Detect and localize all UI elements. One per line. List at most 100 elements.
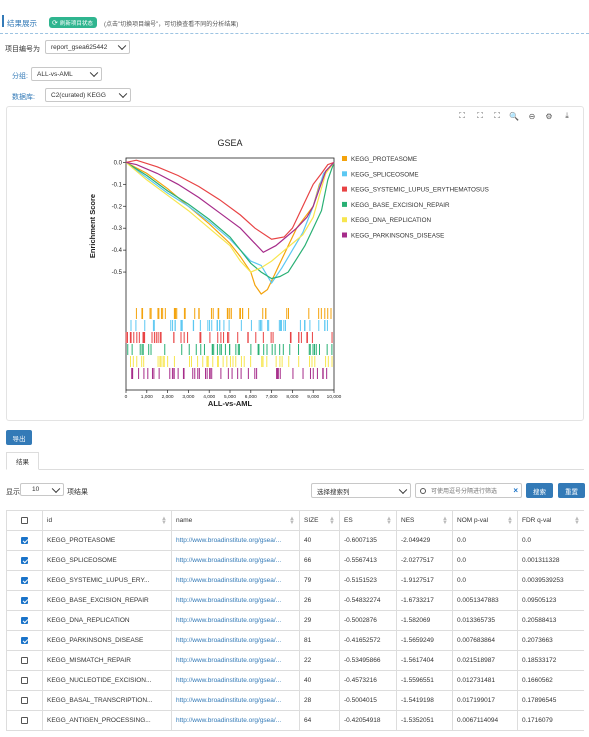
column-header-id[interactable]: id ▲ ▼ — [42, 510, 172, 531]
cell-name-link[interactable]: http://www.broadinstitute.org/gsea/... — [171, 690, 300, 711]
page-size-select[interactable]: 10 — [20, 483, 64, 496]
cell-nom-pval: 0.007683864 — [452, 630, 518, 651]
cell-name-link[interactable]: http://www.broadinstitute.org/gsea/... — [171, 590, 300, 611]
sort-icon: ▲ ▼ — [574, 516, 580, 526]
column-header-size[interactable]: SIZE ▲ ▼ — [299, 510, 340, 531]
cell-nes: -2.049429 — [396, 530, 453, 551]
checkbox-icon — [21, 676, 28, 684]
cell-name-link[interactable]: http://www.broadinstitute.org/gsea/... — [171, 710, 300, 731]
hit-marks-1 — [130, 320, 328, 331]
cell-name-link[interactable]: http://www.broadinstitute.org/gsea/... — [171, 550, 300, 571]
checkbox-checked-icon — [21, 636, 28, 644]
table-row[interactable]: KEGG_BASE_EXCISION_REPAIR http://www.broa… — [6, 590, 584, 611]
cell-id: KEGG_PROTEASOME — [42, 530, 172, 551]
cell-es: -0.5567413 — [339, 550, 397, 571]
cell-name-link[interactable]: http://www.broadinstitute.org/gsea/... — [171, 630, 300, 651]
chevron-down-icon — [51, 484, 61, 493]
legend-swatch-4 — [342, 217, 347, 223]
table-row[interactable]: KEGG_NUCLEOTIDE_EXCISION... http://www.br… — [6, 670, 584, 691]
cell-name-link[interactable]: http://www.broadinstitute.org/gsea/... — [171, 650, 300, 671]
group-label: 分组: — [12, 73, 28, 80]
table-header-row: id ▲ ▼ name ▲ ▼ SIZE ▲ ▼ ES ▲ ▼ NES ▲ ▼ NOM p-val ▲… — [6, 510, 584, 531]
database-select[interactable]: C2(curated) KEGG — [45, 88, 131, 102]
table-row[interactable]: KEGG_MISMATCH_REPAIR http://www.broadinst… — [6, 650, 584, 671]
table-row[interactable]: KEGG_DNA_REPLICATION http://www.broadinst… — [6, 610, 584, 631]
sort-icon: ▲ ▼ — [161, 516, 167, 526]
cell-nom-pval: 0.0051347883 — [452, 590, 518, 611]
x-tick-label: 3,000 — [182, 394, 194, 400]
clear-icon[interactable]: × — [513, 486, 518, 495]
table-row[interactable]: KEGG_PARKINSONS_DISEASE http://www.broadi… — [6, 630, 584, 651]
row-checkbox[interactable] — [6, 550, 43, 571]
cell-fdr-qval: 0.001311328 — [517, 550, 584, 571]
row-checkbox[interactable] — [6, 670, 43, 691]
column-header-nom-pval[interactable]: NOM p-val ▲ ▼ — [452, 510, 518, 531]
search-button[interactable]: 搜索 — [526, 483, 553, 498]
results-table: id ▲ ▼ name ▲ ▼ SIZE ▲ ▼ ES ▲ ▼ NES ▲ ▼ NOM p-val ▲… — [6, 510, 584, 731]
cell-nom-pval: 0.021518987 — [452, 650, 518, 671]
settings-icon[interactable]: ⚙ — [545, 111, 553, 121]
fit-icon[interactable]: ⛶ — [477, 111, 483, 120]
row-checkbox[interactable] — [6, 650, 43, 671]
sort-icon: ▲ ▼ — [329, 516, 335, 526]
tab-result[interactable]: 结果 — [6, 452, 39, 470]
column-header-name[interactable]: name ▲ ▼ — [171, 510, 300, 531]
cell-nes: -1.5419198 — [396, 690, 453, 711]
row-checkbox[interactable] — [6, 710, 43, 731]
cell-fdr-qval: 0.1716079 — [517, 710, 584, 731]
row-checkbox[interactable] — [6, 590, 43, 611]
x-tick-label: 0 — [125, 394, 128, 400]
column-header-nes[interactable]: NES ▲ ▼ — [396, 510, 453, 531]
refresh-status-button[interactable]: ⟳ 刷新项目状态 — [49, 17, 97, 28]
zoom-in-icon[interactable]: 🔍 — [509, 111, 519, 121]
column-header-fdr-qval[interactable]: FDR q-val ▲ ▼ — [517, 510, 584, 531]
column-header-es[interactable]: ES ▲ ▼ — [339, 510, 397, 531]
database-label: 数据库: — [12, 94, 35, 101]
row-checkbox[interactable] — [6, 690, 43, 711]
fullscreen-icon[interactable]: ⛶ — [459, 111, 465, 120]
cell-fdr-qval: 0.09505123 — [517, 590, 584, 611]
hit-marks-0 — [135, 308, 332, 319]
column-select-value: 选择搜索列 — [317, 488, 350, 496]
header-label: name — [176, 517, 193, 524]
search-icon — [420, 487, 426, 494]
cell-nes: -1.5659249 — [396, 630, 453, 651]
table-row[interactable]: KEGG_SPLICEOSOME http://www.broadinstitut… — [6, 550, 584, 571]
group-select[interactable]: ALL-vs-AML — [31, 67, 102, 81]
download-icon[interactable]: ⤓ — [565, 111, 569, 120]
reset-button[interactable]: 重置 — [558, 483, 585, 498]
table-row[interactable]: KEGG_SYSTEMIC_LUPUS_ERY... http://www.bro… — [6, 570, 584, 591]
sort-icon: ▲ ▼ — [289, 516, 295, 526]
cell-name-link[interactable]: http://www.broadinstitute.org/gsea/... — [171, 670, 300, 691]
cell-id: KEGG_SPLICEOSOME — [42, 550, 172, 571]
sort-icon: ▲ ▼ — [386, 516, 392, 526]
project-select[interactable]: report_gsea625442 — [45, 40, 130, 54]
header-hint: (点击"切换项目编号"，可切换查看不同的分析结果) — [104, 22, 239, 28]
chart-panel — [6, 106, 584, 421]
cell-name-link[interactable]: http://www.broadinstitute.org/gsea/... — [171, 570, 300, 591]
zoom-out-icon[interactable]: ⊖ — [528, 111, 536, 121]
legend-swatch-5 — [342, 232, 347, 238]
cell-nes: -1.5352051 — [396, 710, 453, 731]
header-accent — [2, 15, 4, 27]
row-checkbox[interactable] — [6, 570, 43, 591]
column-select[interactable]: 选择搜索列 — [311, 483, 411, 498]
cell-name-link[interactable]: http://www.broadinstitute.org/gsea/... — [171, 530, 300, 551]
header-divider — [0, 33, 589, 34]
reset-icon[interactable]: ⛶ — [494, 111, 500, 120]
cell-name-link[interactable]: http://www.broadinstitute.org/gsea/... — [171, 610, 300, 631]
row-checkbox[interactable] — [6, 610, 43, 631]
x-tick-label: 10,000 — [327, 394, 342, 400]
row-checkbox[interactable] — [6, 530, 43, 551]
search-input[interactable]: 可使用逗号分隔进行筛选 × — [415, 483, 522, 498]
table-row[interactable]: KEGG_PROTEASOME http://www.broadinstitute… — [6, 530, 584, 551]
group-value: ALL-vs-AML — [37, 70, 73, 78]
cell-size: 29 — [299, 610, 340, 631]
export-button[interactable]: 导出 — [6, 430, 32, 445]
refresh-icon: ⟳ — [52, 19, 58, 27]
table-row[interactable]: KEGG_BASAL_TRANSCRIPTION... http://www.br… — [6, 690, 584, 711]
select-all-checkbox[interactable] — [6, 510, 43, 531]
table-row[interactable]: KEGG_ANTIGEN_PROCESSING... http://www.bro… — [6, 710, 584, 731]
chevron-down-icon — [398, 485, 408, 494]
row-checkbox[interactable] — [6, 630, 43, 651]
